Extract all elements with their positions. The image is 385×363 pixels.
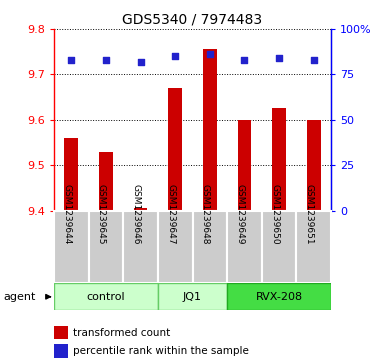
- Bar: [54, 344, 68, 358]
- Bar: [158, 283, 227, 310]
- Bar: [262, 211, 296, 283]
- Bar: [227, 283, 331, 310]
- Bar: [192, 211, 227, 283]
- Bar: [307, 120, 321, 211]
- Text: GSM1239645: GSM1239645: [97, 184, 106, 244]
- Title: GDS5340 / 7974483: GDS5340 / 7974483: [122, 12, 263, 26]
- Bar: [296, 211, 331, 283]
- Bar: [54, 283, 158, 310]
- Point: [103, 57, 109, 63]
- Bar: [272, 109, 286, 211]
- Bar: [158, 211, 192, 283]
- Point: [311, 57, 317, 63]
- Bar: [168, 88, 182, 211]
- Text: JQ1: JQ1: [183, 292, 202, 302]
- Bar: [64, 138, 78, 211]
- Point: [68, 57, 74, 63]
- Text: GSM1239644: GSM1239644: [62, 184, 71, 244]
- Bar: [54, 211, 89, 283]
- Point: [241, 57, 248, 63]
- Point: [207, 52, 213, 57]
- Text: GSM1239650: GSM1239650: [270, 184, 279, 245]
- Bar: [238, 120, 251, 211]
- Bar: [227, 211, 262, 283]
- Point: [276, 55, 282, 61]
- Text: GSM1239649: GSM1239649: [236, 184, 244, 244]
- Text: RVX-208: RVX-208: [256, 292, 303, 302]
- Point: [137, 59, 144, 65]
- Point: [172, 53, 178, 59]
- Text: GSM1239648: GSM1239648: [201, 184, 210, 244]
- Text: GSM1239646: GSM1239646: [132, 184, 141, 244]
- Text: percentile rank within the sample: percentile rank within the sample: [73, 346, 249, 356]
- Bar: [123, 211, 158, 283]
- Bar: [134, 208, 147, 211]
- Text: GSM1239647: GSM1239647: [166, 184, 175, 244]
- Bar: [203, 49, 217, 211]
- Text: transformed count: transformed count: [73, 327, 171, 338]
- Text: GSM1239651: GSM1239651: [305, 184, 314, 245]
- Text: agent: agent: [4, 292, 36, 302]
- Text: control: control: [87, 292, 125, 302]
- Bar: [89, 211, 123, 283]
- Bar: [99, 152, 113, 211]
- Bar: [54, 326, 68, 339]
